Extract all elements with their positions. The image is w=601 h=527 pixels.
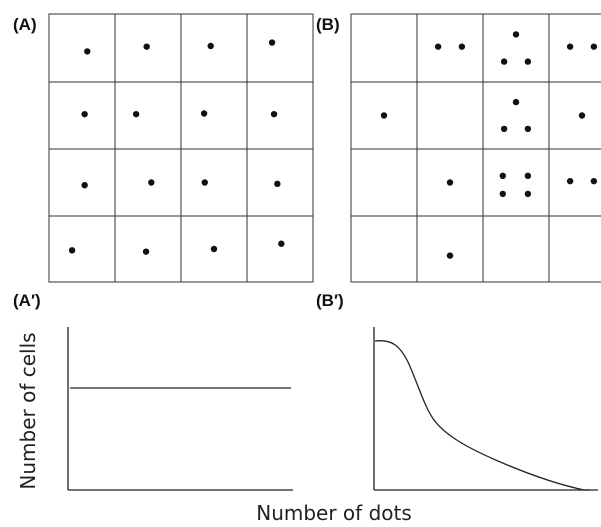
- grid-b-dot-r1-c3-2: [500, 58, 508, 65]
- panel-label-a-prime: (A′): [13, 291, 41, 310]
- grid-b-dot-r2-c3-3: [524, 125, 532, 133]
- grid-a-dot-r1-c3-1: [207, 42, 214, 50]
- grid-a-cell-r4-c2: [114, 215, 182, 283]
- grid-a-cell-r2-c2: [114, 81, 182, 150]
- grid-a-dot-r3-c1-1: [81, 181, 88, 189]
- grid-a-cell-r2-c3: [180, 81, 248, 150]
- y-axis-title: Number of cells: [16, 332, 40, 489]
- grid-a-dot-r2-c4-1: [270, 110, 278, 118]
- grid-a-cell-r3-c3: [180, 148, 248, 217]
- grid-a-uniform: [48, 13, 314, 283]
- x-axis-title: Number of dots: [256, 501, 412, 525]
- grid-b-dot-r1-c4-1: [566, 43, 574, 50]
- grid-b-cell-r4-c1: [350, 215, 418, 283]
- panel-label-a: (A): [13, 15, 37, 34]
- grid-a-dot-r1-c4-1: [268, 39, 276, 46]
- grid-b-cell-r3-c3: [482, 148, 550, 217]
- grid-a-dot-r2-c3-1: [200, 110, 208, 117]
- grid-b-dot-r2-c4-1: [578, 112, 586, 119]
- grid-a-cell-r2-c4: [246, 81, 314, 150]
- chart-b-prime-series-line: [374, 340, 590, 491]
- grid-b-dot-r2-c1-1: [380, 112, 388, 119]
- grid-b-dot-r3-c3-2: [524, 172, 532, 179]
- grid-a-cell-r3-c1: [48, 148, 116, 217]
- grid-a-cell-r4-c4: [246, 215, 314, 283]
- grid-b-clustered: [350, 13, 601, 283]
- grid-b-dot-r3-c3-4: [524, 190, 532, 198]
- grid-b-cell-r4-c4: [548, 215, 601, 283]
- grid-a-dot-r3-c2-1: [148, 179, 155, 186]
- grid-a-dot-r2-c1-1: [81, 110, 88, 118]
- grid-b-cell-r1-c2: [416, 13, 484, 83]
- grid-a-dot-r2-c2-1: [132, 110, 140, 118]
- grid-b-dot-r3-c2-1: [446, 179, 454, 186]
- grid-b-cell-r1-c1: [350, 13, 418, 83]
- grid-b-dot-r1-c3-1: [512, 31, 520, 38]
- grid-b-dot-r2-c3-1: [512, 98, 520, 106]
- chart-b-prime: [373, 327, 598, 491]
- grid-a-cell-r1-c3: [180, 13, 248, 83]
- grid-b-dot-r3-c3-3: [499, 190, 506, 198]
- grid-a-dot-r4-c2-1: [142, 248, 150, 255]
- grid-a-cell-r3-c2: [114, 148, 182, 217]
- grid-a-dot-r1-c2-1: [143, 43, 150, 50]
- panel-label-b: (B): [316, 15, 340, 34]
- grid-b-cell-r3-c1: [350, 148, 418, 217]
- grid-b-dot-r3-c4-2: [590, 177, 598, 185]
- grid-a-dot-r3-c4-1: [274, 180, 281, 188]
- grid-b-dot-r1-c2-2: [458, 43, 466, 50]
- grid-b-dot-r1-c2-1: [434, 43, 442, 50]
- chart-a-prime: [67, 327, 293, 491]
- grid-a-cell-r1-c4: [246, 13, 314, 83]
- grid-b-cell-r4-c2: [416, 215, 484, 283]
- grid-b-cell-r2-c2: [416, 81, 484, 150]
- grid-b-cell-r1-c3: [482, 13, 550, 83]
- grid-a-dot-r1-c1-1: [84, 48, 91, 55]
- grid-b-dot-r4-c2-1: [446, 252, 454, 259]
- grid-a-cell-r4-c1: [48, 215, 116, 283]
- grid-a-dot-r3-c3-1: [201, 179, 208, 186]
- grid-b-dot-r2-c3-2: [500, 125, 508, 133]
- grid-a-dot-r4-c3-1: [210, 245, 218, 253]
- grid-b-dot-r3-c3-1: [499, 172, 506, 179]
- grid-b-cell-r4-c3: [482, 215, 550, 283]
- grid-b-dot-r3-c4-1: [566, 177, 574, 185]
- panel-label-b-prime: (B′): [316, 291, 344, 310]
- grid-b-dot-r1-c3-3: [524, 58, 532, 65]
- grid-a-dot-r4-c4-1: [278, 240, 285, 247]
- grid-b-cell-r2-c4: [548, 81, 601, 150]
- grid-b-cell-r2-c3: [482, 81, 550, 150]
- grid-a-cell-r1-c1: [48, 13, 116, 83]
- grid-b-dot-r1-c4-2: [590, 43, 598, 50]
- grid-a-dot-r4-c1-1: [68, 247, 76, 254]
